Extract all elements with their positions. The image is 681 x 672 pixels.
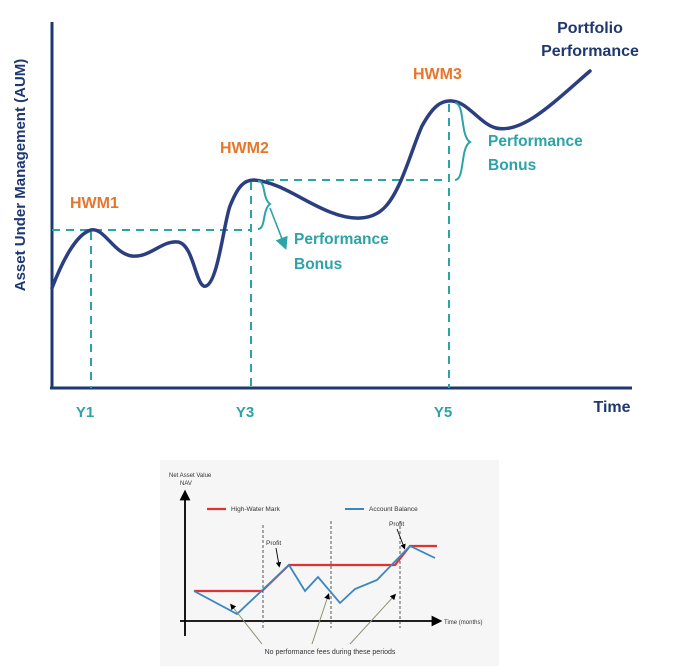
- bottom-chart-panel: [160, 460, 499, 666]
- note-pointer-1: [230, 603, 263, 645]
- nav-axis-label-line2: NAV: [180, 481, 192, 487]
- bonus-2-line1: Performance: [488, 133, 583, 150]
- hwm1-label: HWM1: [70, 195, 119, 212]
- tick-y5: Y5: [434, 404, 452, 421]
- account-balance-line: [193, 544, 436, 616]
- hwm3-label: HWM3: [413, 66, 462, 83]
- legend-hwm-label: High-Water Mark: [231, 506, 281, 513]
- no-fees-note: No performance fees during these periods: [265, 649, 396, 656]
- note-pointer-3: [349, 593, 397, 645]
- legend-balance-label: Account Balance: [369, 506, 418, 513]
- profit-arrow-1: [275, 547, 282, 568]
- bonus-arrow: [269, 207, 288, 250]
- high-water-mark-line: [194, 544, 437, 593]
- note-pointer-2: [311, 593, 330, 645]
- y-axis-label: Asset Under Management (AUM): [12, 59, 29, 292]
- tick-y1: Y1: [76, 404, 94, 421]
- profit-arrow-2: [396, 528, 406, 550]
- top-chart: HWM1 HWM2 HWM3 Performance Bonus Perform…: [12, 20, 639, 421]
- bonus-1-line2: Bonus: [294, 256, 342, 273]
- chart-title-line2: Performance: [541, 43, 639, 60]
- bottom-chart: High-Water Mark Account Balance Net Asse…: [160, 460, 499, 666]
- bonus-brace-1: [257, 180, 272, 230]
- profit-label-2: Profit: [389, 521, 404, 528]
- bonus-1-line1: Performance: [294, 231, 389, 248]
- profit-label-1: Profit: [266, 540, 281, 547]
- bonus-brace-2: [454, 102, 472, 181]
- time-axis-label: Time (months): [444, 620, 482, 626]
- bonus-2-line2: Bonus: [488, 157, 536, 174]
- nav-axis-label-line1: Net Asset Value: [169, 473, 212, 479]
- chart-title-line1: Portfolio: [557, 20, 623, 37]
- x-axis-label: Time: [593, 399, 630, 416]
- tick-y3: Y3: [236, 404, 254, 421]
- portfolio-curve: [50, 69, 592, 290]
- hwm2-label: HWM2: [220, 140, 269, 157]
